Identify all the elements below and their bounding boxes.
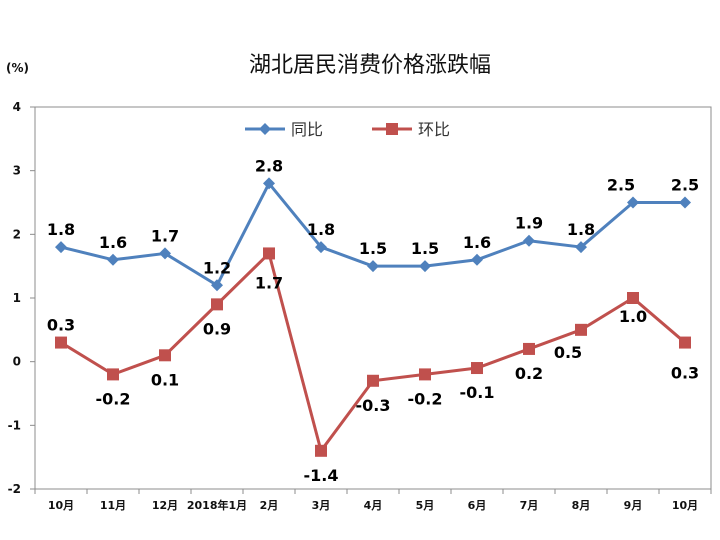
data-point xyxy=(107,253,119,266)
data-point xyxy=(523,234,535,247)
data-point xyxy=(315,444,327,457)
legend: 同比 环比 xyxy=(245,120,450,139)
x-tick-label: 9月 xyxy=(624,499,643,512)
x-tick-label: 3月 xyxy=(312,499,331,512)
data-point xyxy=(367,260,379,273)
data-label: 1.2 xyxy=(203,258,231,277)
data-point xyxy=(159,349,171,362)
x-tick-label: 8月 xyxy=(572,499,591,512)
y-tick-label: -2 xyxy=(8,482,21,496)
data-label: 1.7 xyxy=(151,226,179,245)
x-tick-label: 2018年1月 xyxy=(187,498,247,512)
x-tick-label: 2月 xyxy=(260,499,279,512)
data-label: 2.8 xyxy=(255,156,283,175)
data-point xyxy=(471,253,483,266)
series-layer: 1.8 1.6 1.7 1.2 2.8 1.8 1.5 1.5 1.6 1.9 1.8 2.5 2.5 0… xyxy=(47,156,699,484)
x-tick-label: 5月 xyxy=(416,499,435,512)
data-label: -0.3 xyxy=(356,396,391,415)
data-point xyxy=(211,298,223,311)
data-point xyxy=(315,241,327,254)
data-label: 0.2 xyxy=(515,364,543,383)
data-label: 0.3 xyxy=(671,364,699,383)
series-yoy: 1.8 1.6 1.7 1.2 2.8 1.8 1.5 1.5 1.6 1.9 1.8 2.5 2.5 xyxy=(47,156,699,292)
data-label: 1.8 xyxy=(567,220,595,239)
data-label: -0.2 xyxy=(408,389,443,408)
x-tick-label: 10月 xyxy=(672,499,698,512)
legend-label: 同比 xyxy=(291,120,323,139)
plot-frame xyxy=(34,106,712,490)
data-point xyxy=(575,323,587,336)
y-tick-label: 1 xyxy=(13,291,21,305)
data-point xyxy=(55,336,67,349)
data-point xyxy=(55,241,67,254)
chart-title: 湖北居民消费价格涨跌幅 xyxy=(249,53,491,78)
axes: 4 3 2 1 0 -1 -2 10月 11月 12月 2018年1月 2月 3月 4月 5月 6月 7月 8月 9… xyxy=(8,100,712,512)
data-point xyxy=(471,362,483,375)
data-label: -1.4 xyxy=(304,466,339,485)
data-label: 0.3 xyxy=(47,316,75,335)
data-point xyxy=(679,196,691,209)
data-point xyxy=(679,336,691,349)
legend-marker xyxy=(386,123,398,135)
y-tick-label: 2 xyxy=(13,227,21,241)
data-point xyxy=(575,241,587,254)
data-label: 0.9 xyxy=(203,319,231,338)
data-label: 0.1 xyxy=(151,370,179,389)
data-label: 2.5 xyxy=(607,176,635,195)
data-label: -0.2 xyxy=(96,389,131,408)
x-tick-label: 10月 xyxy=(48,499,74,512)
data-label: 0.5 xyxy=(554,343,582,362)
x-tick-label: 4月 xyxy=(364,499,383,512)
data-point xyxy=(107,368,119,381)
data-label: 1.6 xyxy=(99,233,127,252)
y-axis-unit: (%) xyxy=(6,61,29,75)
y-tick-label: 0 xyxy=(13,355,21,369)
data-point xyxy=(159,247,171,260)
data-point xyxy=(211,279,223,292)
data-point xyxy=(263,247,275,260)
x-tick-label: 11月 xyxy=(100,499,126,512)
x-tick-label: 6月 xyxy=(468,499,487,512)
series-line xyxy=(60,251,686,453)
y-tick-label: 4 xyxy=(13,100,21,114)
data-label: 1.0 xyxy=(619,307,647,326)
data-label: 1.5 xyxy=(359,239,387,258)
series-mom: 0.3 -0.2 0.1 0.9 1.7 -1.4 -0.3 -0.2 -0.1 0.2 0.5 1.… xyxy=(47,247,699,485)
data-label: -0.1 xyxy=(460,383,495,402)
data-point xyxy=(263,177,275,190)
data-point xyxy=(367,374,379,387)
data-label: 1.6 xyxy=(463,233,491,252)
data-point xyxy=(523,342,535,355)
data-label: 1.8 xyxy=(47,220,75,239)
data-label: 1.5 xyxy=(411,239,439,258)
data-label: 1.9 xyxy=(515,214,543,233)
y-tick-label: 3 xyxy=(13,164,21,178)
data-label: 2.5 xyxy=(671,176,699,195)
data-point xyxy=(419,368,431,381)
legend-marker xyxy=(259,123,271,135)
legend-label: 环比 xyxy=(418,120,450,139)
data-point xyxy=(419,260,431,273)
y-tick-label: -1 xyxy=(8,418,21,432)
data-label: 1.7 xyxy=(255,273,283,292)
data-point xyxy=(627,292,639,304)
x-tick-label: 7月 xyxy=(520,499,539,512)
data-label: 1.8 xyxy=(307,220,335,239)
x-tick-label: 12月 xyxy=(152,499,178,512)
data-point xyxy=(627,196,639,209)
